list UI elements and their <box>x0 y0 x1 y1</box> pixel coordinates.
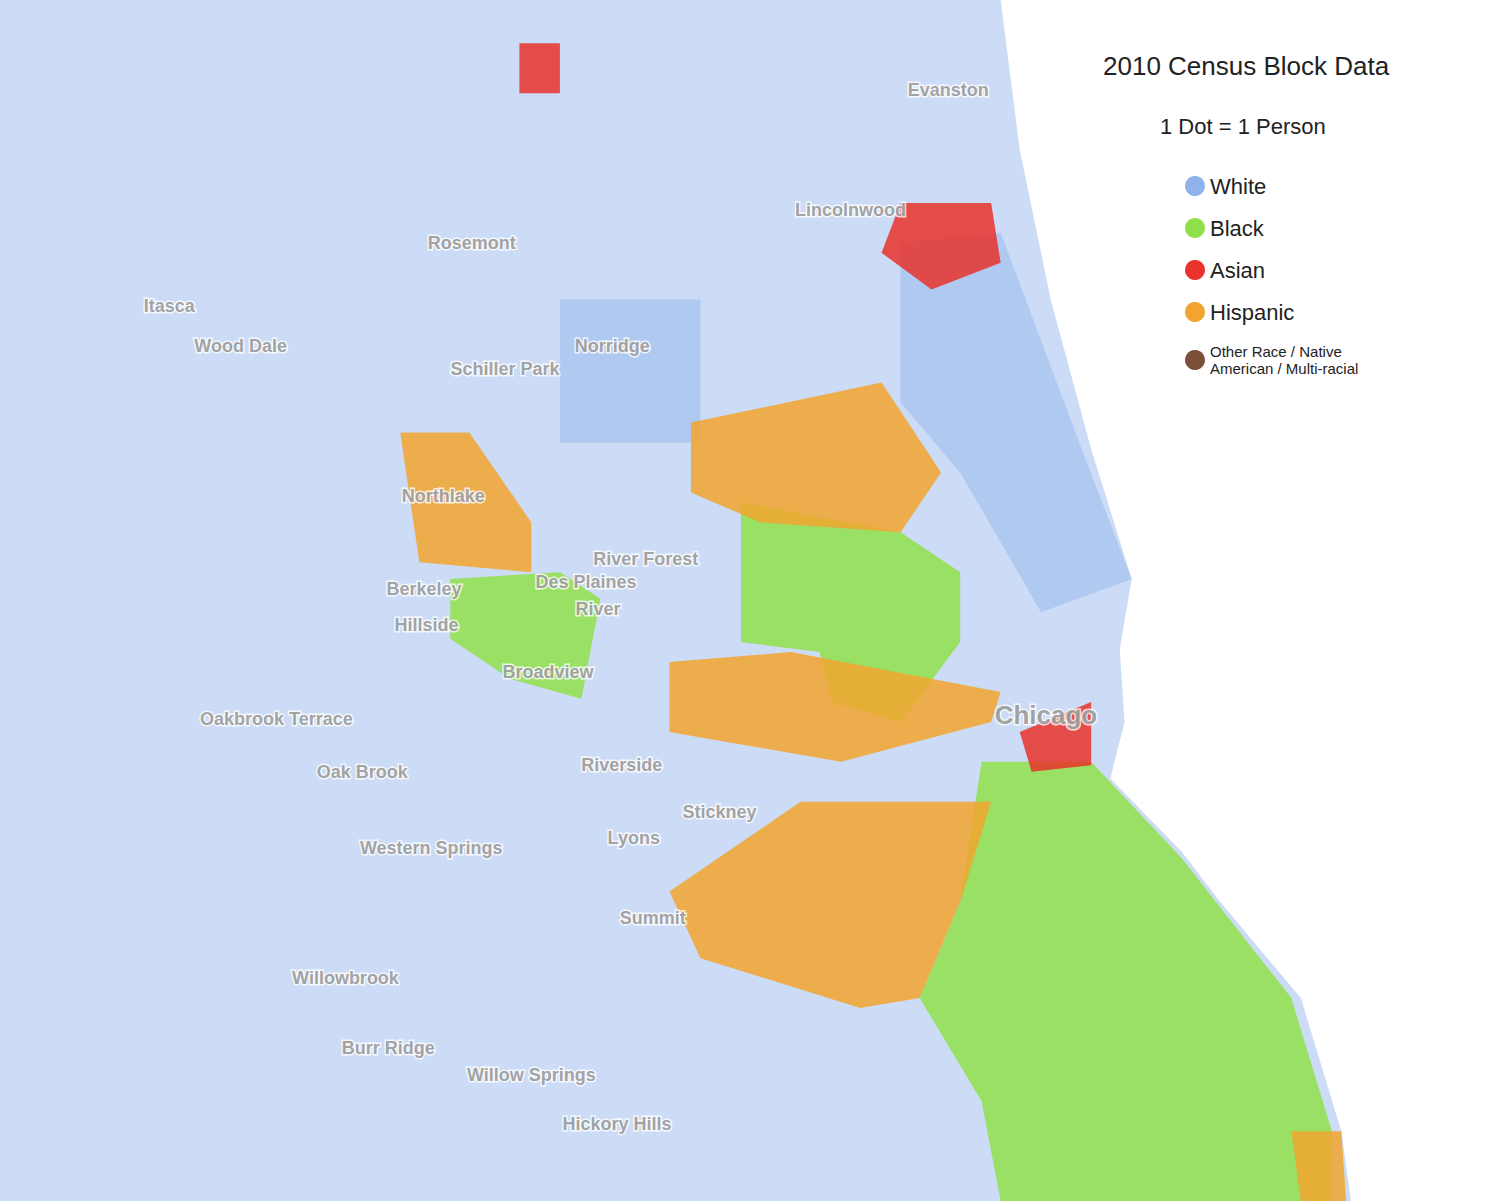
svg-text:Burr Ridge: Burr Ridge <box>342 1038 435 1058</box>
svg-text:River Forest: River Forest <box>593 549 698 569</box>
svg-text:Oak Brook: Oak Brook <box>317 762 409 782</box>
svg-text:Summit: Summit <box>620 908 686 928</box>
svg-text:Black: Black <box>1210 216 1265 241</box>
svg-text:Hillside: Hillside <box>394 615 458 635</box>
svg-text:Other Race / Native: Other Race / Native <box>1210 343 1346 360</box>
svg-text:Schiller Park: Schiller Park <box>451 359 561 379</box>
svg-text:American / Multi-racial: American / Multi-racial <box>1210 360 1358 377</box>
svg-text:Wood Dale: Wood Dale <box>194 336 287 356</box>
svg-text:Chicago: Chicago <box>995 700 1098 730</box>
svg-text:2010 Census Block Data: 2010 Census Block Data <box>1103 51 1390 81</box>
svg-text:Des Plaines: Des Plaines <box>536 572 637 592</box>
svg-text:Hickory Hills: Hickory Hills <box>563 1114 672 1134</box>
svg-text:Asian: Asian <box>1210 258 1265 283</box>
svg-text:Riverside: Riverside <box>581 755 662 775</box>
svg-text:Oakbrook Terrace: Oakbrook Terrace <box>200 709 353 729</box>
svg-text:Norridge: Norridge <box>575 336 650 356</box>
svg-text:Western Springs: Western Springs <box>360 838 503 858</box>
svg-text:Evanston: Evanston <box>908 80 989 100</box>
svg-text:Stickney: Stickney <box>683 802 757 822</box>
svg-text:Broadview: Broadview <box>502 662 594 682</box>
svg-text:Willowbrook: Willowbrook <box>292 968 400 988</box>
svg-text:White: White <box>1210 174 1266 199</box>
svg-text:Lincolnwood: Lincolnwood <box>795 200 906 220</box>
svg-text:Lyons: Lyons <box>608 828 660 848</box>
svg-text:Itasca: Itasca <box>144 296 196 316</box>
svg-text:Willow Springs: Willow Springs <box>467 1065 596 1085</box>
svg-text:1 Dot = 1 Person: 1 Dot = 1 Person <box>1160 114 1326 139</box>
svg-text:River: River <box>576 599 621 619</box>
svg-text:Hispanic: Hispanic <box>1210 300 1294 325</box>
svg-text:Northlake: Northlake <box>402 486 485 506</box>
svg-text:Rosemont: Rosemont <box>428 233 516 253</box>
svg-text:Berkeley: Berkeley <box>387 579 462 599</box>
